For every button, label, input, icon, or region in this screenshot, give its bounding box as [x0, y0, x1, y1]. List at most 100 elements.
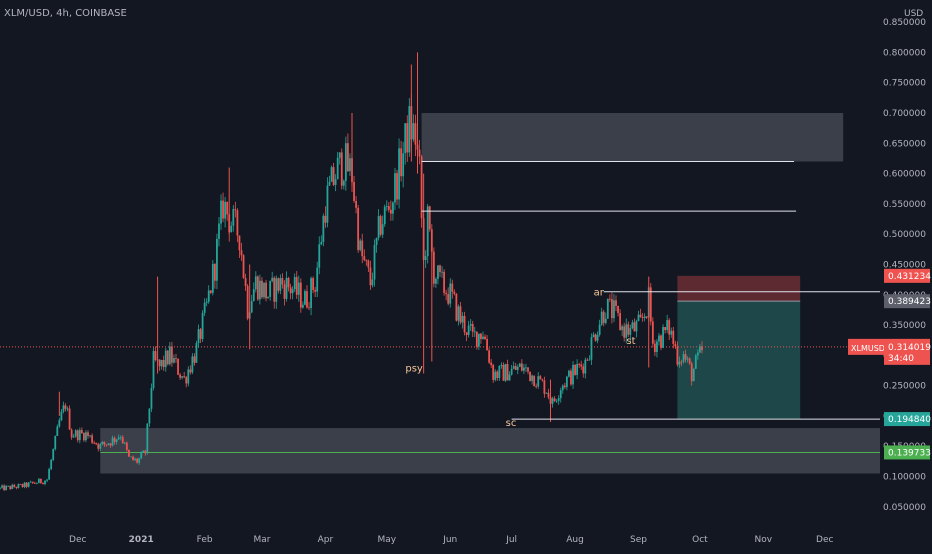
candle — [510, 368, 513, 375]
candle — [326, 185, 329, 223]
candle — [11, 484, 14, 489]
candle — [656, 341, 658, 353]
candle — [369, 267, 372, 286]
candle — [490, 362, 493, 366]
x-tick-label: Apr — [318, 535, 334, 545]
candle — [525, 367, 527, 369]
candle — [209, 290, 212, 293]
candle — [600, 311, 603, 325]
candle — [463, 315, 466, 333]
candle — [277, 278, 280, 291]
candle — [387, 206, 390, 210]
candle — [643, 316, 646, 319]
y-tick-label: 0.650000 — [883, 139, 926, 149]
candle — [694, 355, 697, 369]
candles — [0, 52, 703, 492]
candle — [269, 281, 272, 297]
candle — [330, 167, 333, 182]
candle — [259, 280, 261, 300]
candle — [310, 278, 312, 308]
candle — [205, 301, 208, 303]
candle — [265, 282, 267, 299]
candle — [611, 299, 613, 319]
candle — [263, 282, 265, 298]
price-badge-value: 0.389423 — [888, 297, 931, 307]
candle — [42, 482, 44, 485]
candle — [123, 442, 126, 444]
candle — [140, 452, 143, 459]
candle — [334, 179, 337, 185]
candle — [645, 316, 648, 318]
candle — [271, 277, 274, 282]
candle — [289, 287, 292, 294]
candle — [629, 328, 632, 335]
candle — [484, 336, 486, 340]
candle — [78, 430, 81, 441]
candle — [99, 444, 102, 449]
candle — [187, 369, 190, 384]
candle — [365, 260, 368, 261]
price-badge — [884, 412, 930, 427]
candle — [279, 278, 282, 291]
candle — [457, 306, 460, 321]
candle — [435, 278, 437, 284]
candle — [623, 326, 626, 338]
candle — [471, 324, 474, 332]
candle — [15, 487, 18, 488]
candle — [666, 320, 669, 331]
candle — [314, 289, 317, 292]
candle — [316, 267, 319, 292]
candle — [328, 181, 331, 186]
candle — [304, 291, 306, 305]
candle — [125, 442, 128, 450]
candle — [625, 324, 628, 338]
candle — [383, 206, 386, 225]
candle — [183, 376, 186, 378]
candle — [701, 346, 703, 351]
candle — [1, 485, 3, 488]
candle — [0, 487, 1, 489]
candle — [606, 298, 609, 319]
candle — [128, 449, 130, 457]
candle — [486, 339, 488, 351]
candle — [297, 282, 300, 295]
candle — [31, 481, 34, 483]
candle — [475, 331, 478, 347]
candle — [375, 237, 378, 245]
symbol-badge — [848, 338, 884, 355]
candle — [224, 201, 227, 219]
candle — [406, 123, 409, 153]
candle — [13, 484, 16, 488]
y-tick-label: 0.350000 — [883, 321, 926, 331]
candle — [664, 327, 667, 331]
candle — [473, 331, 476, 333]
candle — [340, 152, 343, 186]
candle — [502, 364, 505, 381]
y-tick-label: 0.050000 — [883, 503, 926, 513]
candle — [44, 480, 46, 485]
candle — [547, 392, 550, 398]
candle — [373, 244, 376, 280]
candle — [529, 371, 531, 381]
x-tick-label: Nov — [755, 535, 773, 545]
candle — [171, 346, 173, 363]
candle — [637, 314, 640, 321]
y-tick-label: 0.500000 — [883, 230, 926, 240]
x-tick-label: May — [377, 535, 396, 545]
y-tick-label: 0.750000 — [883, 79, 926, 89]
candle — [392, 202, 394, 214]
candle — [498, 365, 501, 378]
candle — [408, 106, 411, 153]
candle — [535, 386, 538, 387]
candle — [355, 200, 357, 208]
candle — [113, 437, 116, 442]
candle — [418, 149, 421, 157]
candle — [232, 209, 235, 226]
candle — [68, 408, 71, 430]
candle — [136, 458, 139, 463]
candle — [488, 350, 491, 363]
candle — [242, 255, 245, 279]
candle — [291, 289, 294, 294]
